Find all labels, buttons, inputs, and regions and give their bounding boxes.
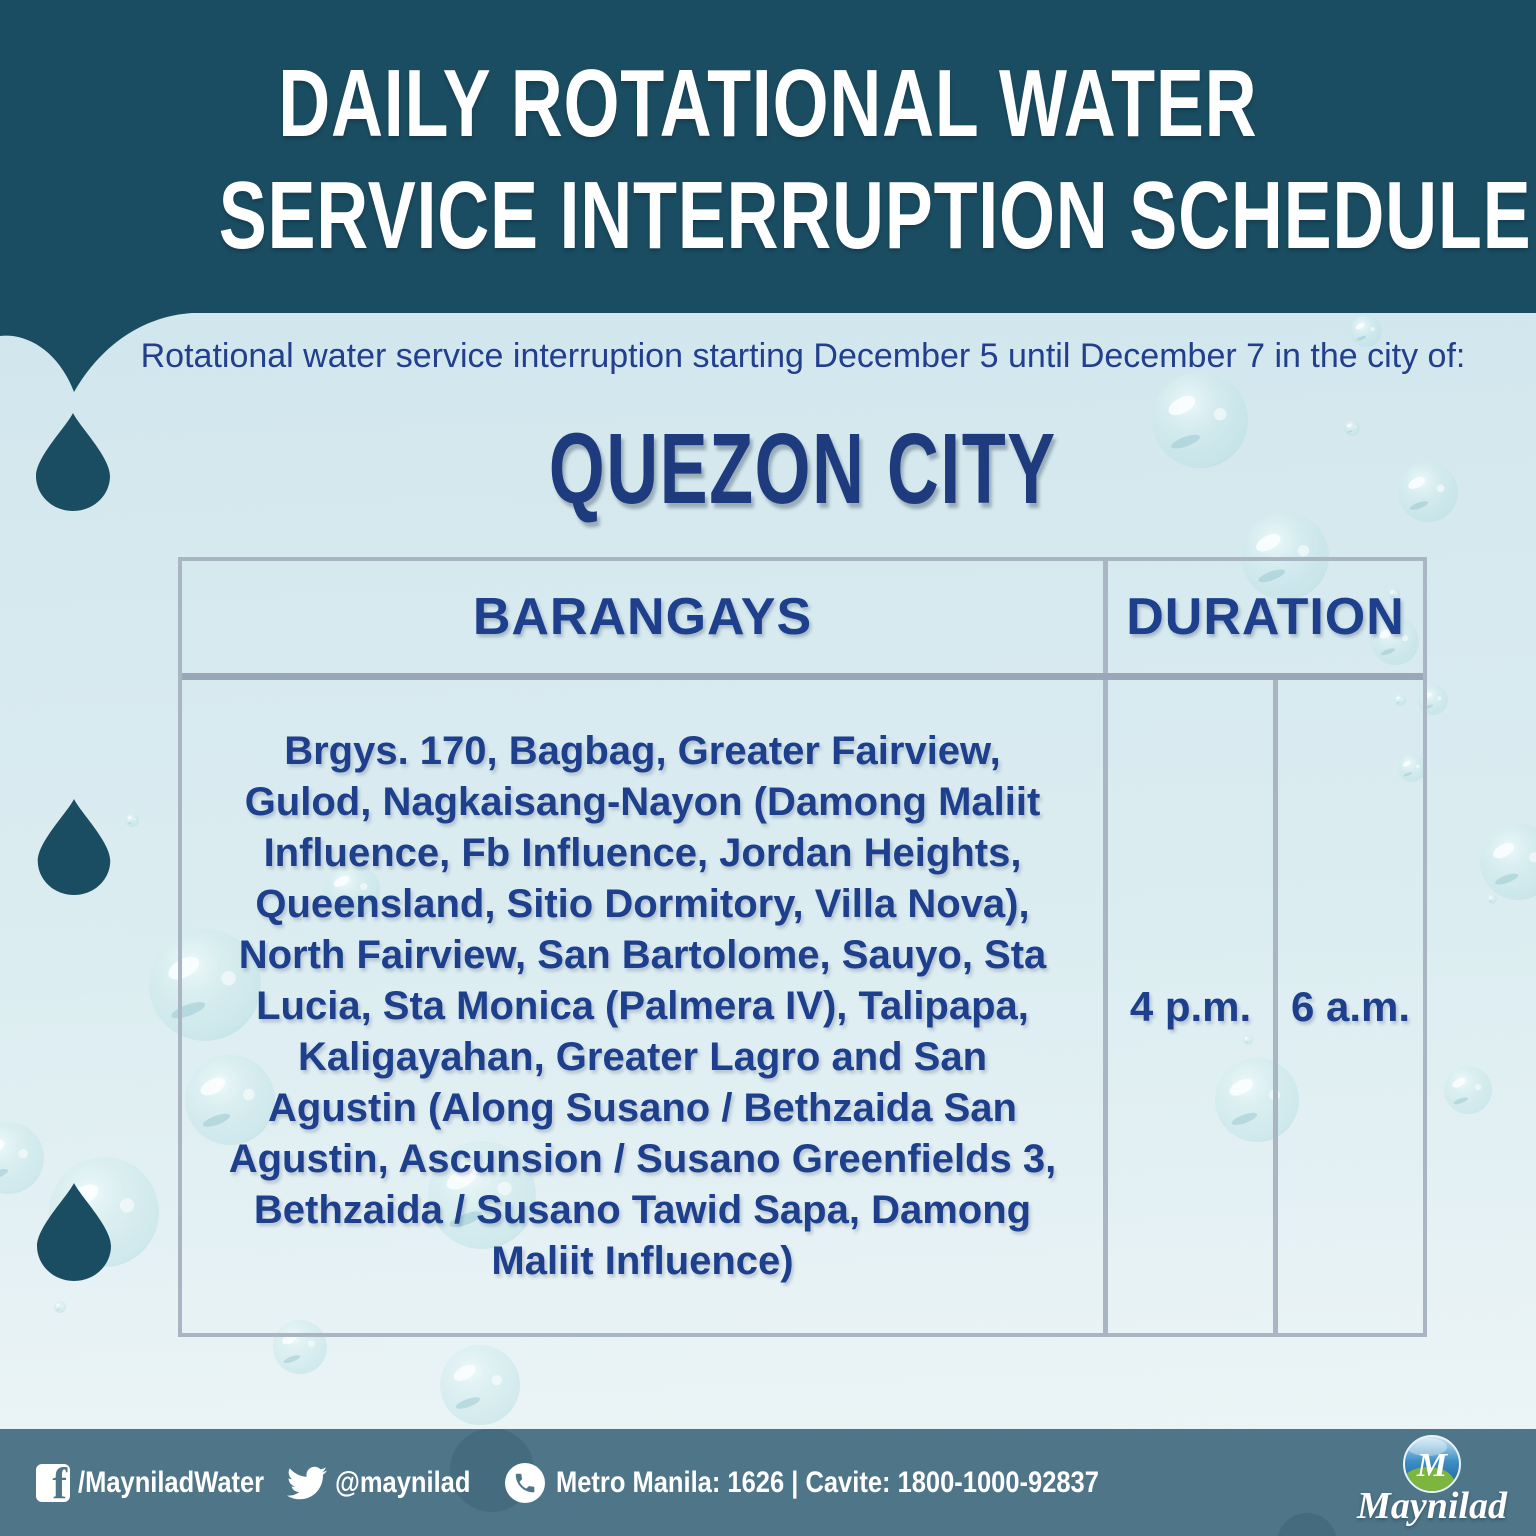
water-drop-icon [37, 1183, 111, 1281]
page-title-line1: DAILY ROTATIONAL WATER [278, 50, 1258, 157]
intro-text: Rotational water service interruption st… [140, 337, 1466, 375]
barangay-line: Influence, Fb Influence, Jordan Heights, [263, 831, 1022, 875]
barangay-line: North Fairview, San Bartolome, Sauyo, St… [238, 933, 1047, 977]
bubble-decoration [0, 1122, 44, 1194]
svg-text:M: M [1416, 1447, 1449, 1484]
page-title-line2: SERVICE INTERRUPTION SCHEDULE [218, 162, 1532, 269]
column-header-duration: DURATION [1126, 588, 1405, 646]
table-header-row: BARANGAYS DURATION [182, 561, 1423, 680]
barangay-line: Gulod, Nagkaisang-Nayon (Damong Maliit [244, 780, 1041, 824]
table-row: Brgys. 170, Bagbag, Greater Fairview, Gul… [182, 680, 1423, 1333]
bubble-decoration [1277, 1513, 1337, 1536]
barangays-cell: Brgys. 170, Bagbag, Greater Fairview, Gul… [182, 680, 1108, 1333]
city-name: QUEZON CITY [549, 413, 1057, 525]
barangay-line: Bethzaida / Susano Tawid Sapa, Damong [253, 1188, 1032, 1232]
bubble-decoration [54, 1301, 66, 1313]
duration-start-cell: 4 p.m. [1108, 680, 1278, 1333]
bubble-decoration [1487, 894, 1497, 904]
facebook-icon: f [36, 1463, 70, 1502]
barangay-line: Lucia, Sta Monica (Palmera IV), Talipapa… [256, 984, 1029, 1028]
footer-bar: f /MayniladWater @maynilad Metro Manila:… [0, 1429, 1536, 1536]
bubble-decoration [125, 813, 139, 827]
water-drop-icon [37, 799, 111, 895]
phone-icon [505, 1462, 545, 1503]
barangay-line: Queensland, Sitio Dormitory, Villa Nova)… [255, 882, 1030, 926]
barangay-line: Maliit Influence) [491, 1239, 794, 1283]
bubble-decoration [1444, 1066, 1492, 1114]
twitter-handle: @maynilad [335, 1465, 471, 1499]
twitter-bird-icon [287, 1466, 327, 1499]
barangay-line: Kaligayahan, Greater Lagro and San [297, 1035, 988, 1079]
bubble-decoration [440, 1345, 520, 1425]
bubble-decoration [1480, 824, 1536, 900]
maynilad-logo-wordmark: Maynilad [1357, 1485, 1507, 1527]
duration-end-cell: 6 a.m. [1290, 982, 1411, 1030]
maynilad-logo: M Maynilad [1340, 1435, 1524, 1535]
column-header-barangays: BARANGAYS [182, 561, 1108, 673]
barangays-list: Brgys. 170, Bagbag, Greater Fairview, Gul… [229, 726, 1057, 1287]
hotline-numbers: Metro Manila: 1626 | Cavite: 1800-1000-9… [556, 1465, 1099, 1499]
bubble-decoration [49, 1157, 159, 1267]
facebook-handle: /MayniladWater [78, 1465, 265, 1499]
maynilad-logo-mark: M [1403, 1435, 1461, 1493]
page-title: DAILY ROTATIONAL WATER SERVICE INTERRUPT… [0, 48, 1536, 272]
barangay-line: Agustin, Ascunsion / Susano Greenfields … [228, 1137, 1057, 1181]
barangay-line: Brgys. 170, Bagbag, Greater Fairview, [284, 729, 1001, 773]
schedule-table: BARANGAYS DURATION Brgys. 170, Bagbag, G… [178, 557, 1427, 1337]
barangay-line: Agustin (Along Susano / Bethzaida San [268, 1086, 1017, 1130]
